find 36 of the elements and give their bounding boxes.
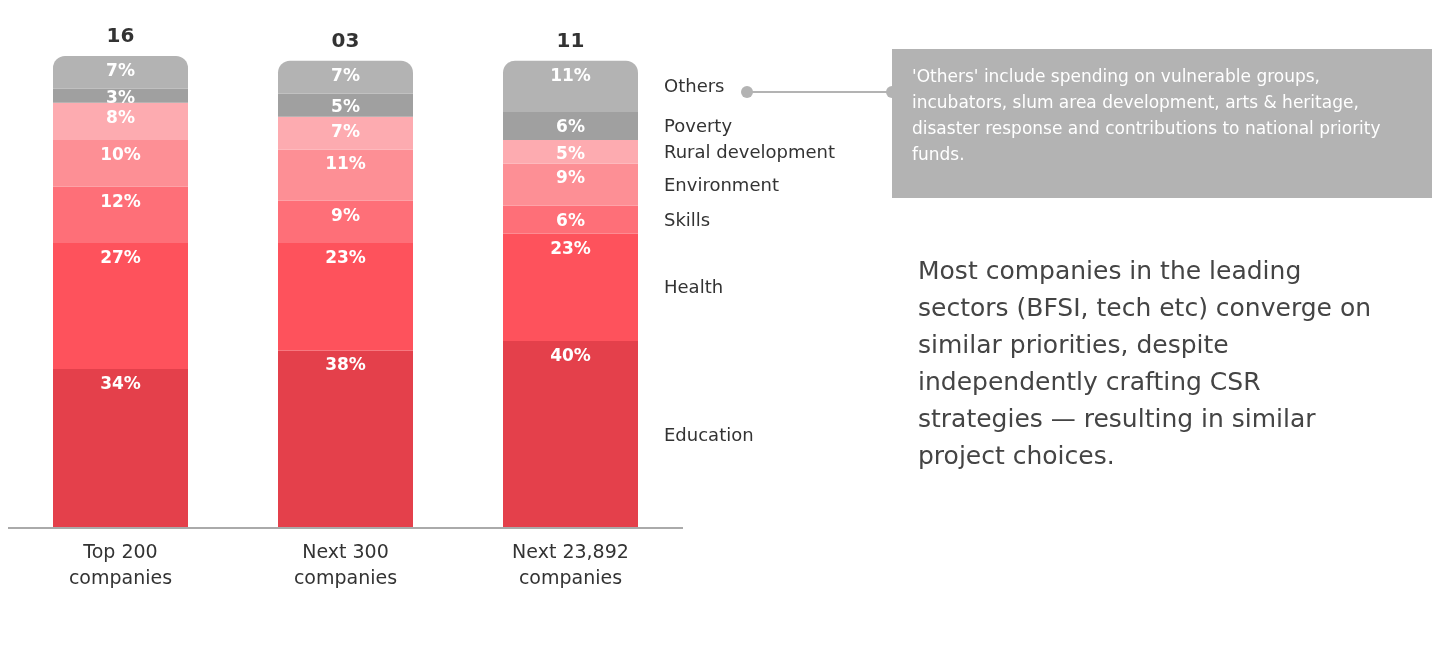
data-label: 10% — [100, 144, 141, 165]
data-label: 9% — [556, 167, 585, 188]
data-label: 7% — [106, 60, 135, 80]
data-label: 11% — [550, 64, 591, 85]
x-tick-label: Next 23,892 companies — [512, 540, 629, 588]
legend-label: Others — [664, 75, 725, 97]
text: 11 — [556, 27, 585, 52]
data-label: 23% — [550, 237, 591, 258]
data-label: 7% — [331, 120, 360, 141]
series-label: Education — [664, 423, 754, 445]
data-label: 38% — [325, 354, 366, 375]
series-label: Poverty — [664, 115, 733, 137]
data-label: 3% — [106, 86, 135, 107]
series-label: Health — [664, 276, 724, 298]
data-label: 8% — [106, 106, 135, 127]
data-label: 23% — [325, 246, 366, 267]
text: 'Others' include spending on vulnerable groups, incubators, slum area development, arts & heritage, disaster response and contributions to national priority funds. — [892, 49, 1432, 198]
data-label: 5% — [556, 142, 585, 163]
series-label: Skills — [664, 208, 711, 230]
data-label: 6% — [556, 209, 585, 230]
data-label: 12% — [100, 190, 141, 211]
x-tick-label: Next 300 companies — [293, 540, 398, 588]
data-label: 34% — [100, 373, 141, 394]
data-label: 6% — [556, 116, 585, 137]
data-label: 9% — [331, 204, 360, 225]
data-label: 11% — [325, 153, 366, 174]
data-label: 27% — [100, 246, 141, 267]
data-label: 5% — [331, 96, 360, 117]
series-label: Environment — [664, 173, 779, 195]
text: 16 — [106, 23, 135, 47]
data-label: 40% — [550, 345, 591, 366]
data-label: 7% — [331, 64, 360, 85]
text: 03 — [331, 27, 360, 52]
series-label: Rural development — [664, 140, 835, 162]
x-tick-label: Top 200 companies — [68, 540, 173, 588]
text: Most companies in the leading sectors (BFSI, tech etc) converge on similar priorities, despite independently crafting CSR strategies — resulting in similar project choices. — [918, 255, 1373, 472]
